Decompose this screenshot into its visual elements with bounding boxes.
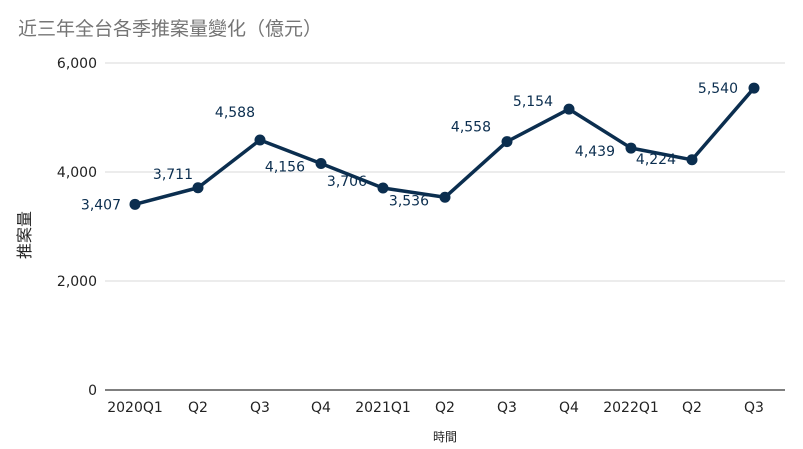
x-tick-label: Q2 — [435, 400, 455, 416]
x-tick-label: 2022Q1 — [603, 400, 659, 416]
x-tick-label: Q2 — [188, 400, 208, 416]
grid-lines — [105, 62, 785, 391]
data-point — [625, 142, 637, 154]
x-tick-label: Q3 — [744, 400, 764, 416]
data-label: 4,224 — [636, 152, 676, 168]
data-label: 3,706 — [327, 174, 367, 190]
data-label: 5,154 — [513, 94, 553, 110]
x-tick-label: 2021Q1 — [355, 400, 411, 416]
data-label: 5,540 — [698, 81, 738, 97]
data-point — [377, 182, 389, 194]
data-point — [501, 136, 513, 148]
y-tick-label: 2,000 — [57, 274, 97, 290]
data-points — [129, 82, 760, 210]
data-point — [254, 134, 266, 146]
y-tick-labels: 0 2,000 4,000 6,000 — [57, 56, 97, 399]
data-point — [439, 191, 451, 203]
data-label: 3,536 — [389, 193, 429, 209]
x-tick-label: Q2 — [682, 400, 702, 416]
x-tick-label: Q3 — [250, 400, 270, 416]
data-labels: 3,407 3,711 4,588 4,156 3,706 3,536 4,558 5,154… — [81, 81, 738, 213]
x-tick-labels: 2020Q1 Q2 Q3 Q4 2021Q1 Q2 Q3 Q4 2022Q1 Q2 Q3 — [107, 400, 764, 416]
x-tick-label: Q4 — [311, 400, 331, 416]
data-label: 3,407 — [81, 197, 121, 213]
data-point — [563, 103, 575, 115]
y-tick-label: 4,000 — [57, 165, 97, 181]
chart-title: 近三年全台各季推案量變化（億元） — [18, 18, 323, 40]
data-label: 4,439 — [575, 144, 615, 160]
data-point — [686, 154, 698, 166]
x-tick-label: 2020Q1 — [107, 400, 163, 416]
data-point — [129, 198, 141, 210]
y-axis-title: 推案量 — [15, 211, 34, 259]
data-label: 4,588 — [215, 105, 255, 121]
data-point — [192, 182, 204, 194]
data-label: 4,558 — [451, 120, 491, 136]
data-point — [748, 82, 760, 94]
x-axis-title: 時間 — [433, 430, 457, 444]
data-point — [315, 157, 327, 169]
y-tick-label: 6,000 — [57, 56, 97, 72]
data-label: 3,711 — [153, 167, 193, 183]
x-tick-label: Q3 — [497, 400, 517, 416]
data-label: 4,156 — [265, 159, 305, 175]
x-tick-label: Q4 — [559, 400, 579, 416]
y-tick-label: 0 — [88, 383, 97, 399]
